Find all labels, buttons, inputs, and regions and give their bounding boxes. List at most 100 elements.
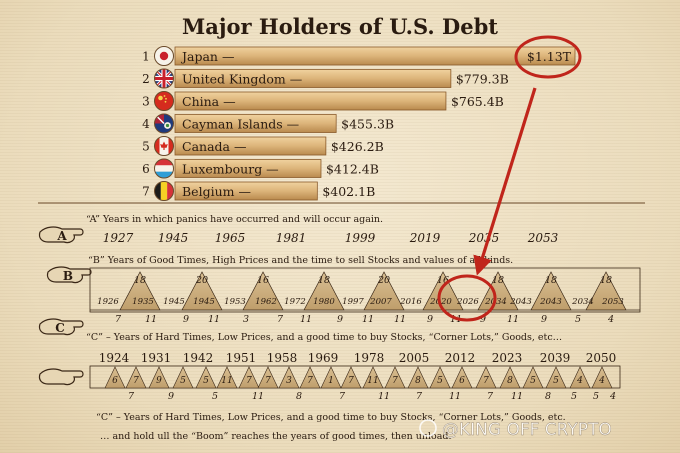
b-peak-triangle — [530, 271, 572, 311]
c-year: 1958 — [267, 351, 298, 365]
watermark: @KING OFF CRYPTO — [419, 419, 612, 440]
belgium-flag-icon — [154, 181, 174, 201]
c-top-number: 4 — [576, 376, 583, 386]
c-trough-triangle — [238, 366, 260, 389]
a-year: 1927 — [103, 231, 134, 245]
b-inner-year: 1953 — [224, 297, 246, 307]
bar-label: Luxembourg — — [182, 162, 279, 177]
c-trough-triangle — [195, 366, 217, 389]
footer-line-2: … and hold ull the “Boom” reaches the ye… — [100, 431, 452, 442]
b-top-number: 18 — [492, 275, 504, 286]
b-inner-year: 2016 — [399, 297, 422, 307]
c-bottom-number: 7 — [128, 391, 135, 402]
bar-row: 5 Canada — $426.2B — [142, 136, 384, 156]
row-a: A “A” Years in which panics have occurre… — [38, 214, 559, 245]
c-trough-triangle — [340, 366, 362, 389]
c-trough-triangle — [522, 366, 544, 389]
c-bottom-number: 8 — [545, 391, 551, 402]
b-bottom-number: 11 — [145, 314, 157, 325]
highlight-annotations — [437, 35, 582, 322]
highlight-circle-bottom — [437, 274, 497, 322]
c-top-number: 9 — [156, 376, 162, 386]
b-peak-triangle — [585, 271, 627, 311]
c-top-number: 7 — [265, 376, 271, 386]
japan-flag-icon — [154, 46, 174, 66]
bar-rank: 6 — [142, 162, 150, 176]
caption-a: “A” Years in which panics have occurred … — [86, 214, 383, 225]
c-year: 1978 — [354, 351, 385, 365]
bar-label: Canada — — [182, 139, 246, 154]
bar — [174, 91, 447, 111]
b-inner-year: 1962 — [255, 297, 277, 307]
b-bottom-number: 9 — [183, 314, 189, 325]
bar-row: 3 China — $765.4B — [142, 91, 504, 111]
b-inner-year: 1926 — [97, 297, 119, 307]
c-top-number: 4 — [598, 376, 605, 386]
c-year: 2050 — [586, 351, 617, 365]
c-bottom-number: 8 — [296, 391, 302, 402]
b-inner-year: 1945 — [193, 297, 215, 307]
bar-label: Belgium — — [182, 184, 251, 199]
b-bottom-number: 11 — [507, 314, 519, 325]
c-top-number: 5 — [180, 376, 186, 386]
c-bottom-number: 7 — [416, 391, 423, 402]
row-b: B “B” Years of Good Times, High Prices a… — [46, 255, 641, 325]
b-top-number: 16 — [257, 275, 269, 286]
c-bottom-number: 9 — [168, 391, 174, 402]
marker-b: B — [63, 269, 73, 283]
watermark-text: @KING OFF CRYPTO — [442, 420, 612, 440]
a-year: 1965 — [215, 231, 246, 245]
bar — [174, 159, 322, 178]
b-bottom-number: 9 — [337, 314, 343, 325]
caption-b: “B” Years of Good Times, High Prices and… — [88, 255, 513, 266]
highlight-arrow — [473, 87, 537, 276]
bar — [174, 46, 576, 66]
a-year: 2035 — [468, 231, 500, 245]
b-peak-triangle — [119, 271, 161, 311]
highlight-circle-top — [514, 35, 582, 79]
c-top-number: 5 — [530, 376, 536, 386]
a-years: 1927 1945 1965 1981 1999 2019 2035 2053 — [103, 231, 559, 245]
c-bottom-number: 5 — [571, 391, 577, 402]
pointing-hand-icon-c: C — [38, 318, 84, 336]
canada-flag-icon — [154, 136, 174, 156]
c-year: 1931 — [141, 351, 172, 365]
b-bottom-number: 9 — [480, 314, 486, 325]
b-top-number: 20 — [377, 275, 390, 286]
c-top-number: 7 — [348, 376, 354, 386]
b-inner-year: 1997 — [342, 297, 364, 307]
b-bottom-number: 11 — [362, 314, 374, 325]
caption-c: “C” – Years of Hard Times, Low Prices, a… — [86, 332, 562, 343]
b-bottom-number: 9 — [541, 314, 547, 325]
luxembourg-flag-icon — [154, 158, 174, 179]
c-year: 1951 — [226, 351, 257, 365]
b-inner-year: 1945 — [163, 297, 185, 307]
bar-value-label: $779.3B — [456, 72, 509, 87]
c-bottom-number: 11 — [449, 391, 461, 402]
c-trough-triangle — [278, 366, 300, 389]
b-inner-year: 1935 — [132, 297, 154, 307]
c-bottom-number: 7 — [339, 391, 346, 402]
bar — [174, 136, 327, 156]
bar-label: Cayman Islands — — [182, 117, 299, 132]
c-trough-triangle — [451, 366, 473, 389]
marker-c: C — [55, 321, 65, 335]
b-inner-year: 2043 — [509, 297, 532, 307]
b-inner-year: 2026 — [456, 297, 479, 307]
watermark-logo-icon — [419, 419, 437, 437]
b-inner-year: 1972 — [284, 297, 306, 307]
b-peak-triangle — [242, 271, 284, 311]
b-inner-year: 2053 — [601, 297, 624, 307]
b-bottom-number: 3 — [243, 314, 249, 325]
c-top-number: 1 — [328, 376, 334, 386]
c-top-number: 5 — [203, 376, 209, 386]
c-top-number: 5 — [437, 376, 443, 386]
bar-row: 2 United Kingdom — $779.3B — [142, 68, 509, 89]
b-peak-triangle — [181, 271, 223, 311]
pointing-hand-icon-a: A — [38, 226, 84, 244]
b-band — [89, 267, 641, 313]
c-trough-triangle — [148, 366, 170, 389]
